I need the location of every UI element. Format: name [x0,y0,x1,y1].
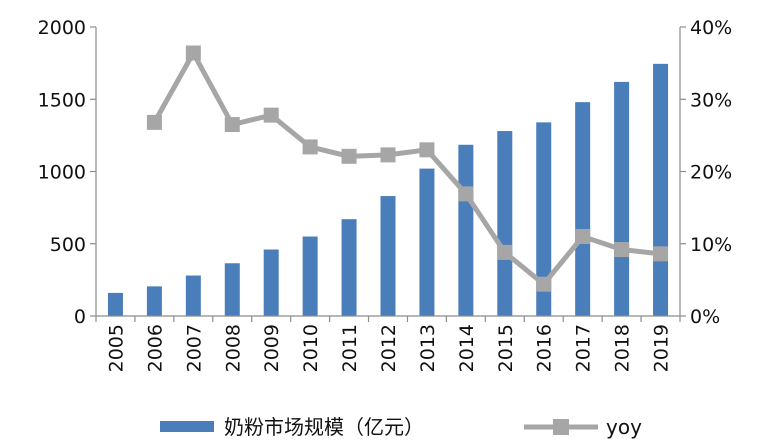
yoy-marker-2015 [497,244,513,260]
yoy-marker-2016 [536,276,552,292]
yoy-line-group [146,45,669,292]
yoy-marker-2017 [575,229,591,245]
y-right-tick-label: 20% [690,162,732,184]
bar-2007 [185,275,201,316]
bars-group [107,63,669,317]
x-tick-label-2006: 2006 [144,324,166,372]
yoy-marker-2009 [263,107,279,123]
legend-marker-yoy [553,419,569,435]
legend-swatch-market-size [160,421,214,432]
bar-2015 [497,131,513,316]
bar-2017 [575,102,591,316]
y-left-tick-label: 1500 [38,89,86,111]
yoy-marker-2013 [419,142,435,158]
x-tick-label-2015: 2015 [495,324,517,372]
bar-2008 [224,263,240,316]
x-tick-label-2010: 2010 [300,324,322,372]
bar-2011 [341,219,357,316]
y-left-tick-label: 500 [50,234,86,256]
yoy-marker-2014 [458,186,474,202]
bar-2005 [107,292,123,316]
x-tick-label-2017: 2017 [573,324,595,372]
bar-2009 [263,249,279,316]
x-tick-label-2011: 2011 [339,324,361,372]
y-right-tick-label: 40% [690,17,732,39]
y-left-tick-label: 1000 [38,162,86,184]
x-tick-label-2005: 2005 [105,324,127,372]
bar-2018 [614,81,630,316]
x-tick-label-2009: 2009 [261,324,283,372]
x-tick-label-2019: 2019 [651,324,673,372]
yoy-marker-2007 [185,45,201,61]
yoy-marker-2008 [224,117,240,133]
yoy-marker-2006 [146,114,162,130]
bar-2013 [419,168,435,316]
bar-2019 [653,63,669,316]
x-tick-label-2016: 2016 [534,324,556,372]
legend-label-market-size: 奶粉市场规模（亿元） [224,415,424,439]
x-tick-label-2014: 2014 [456,324,478,372]
y-right-tick-label: 0% [690,306,720,328]
yoy-marker-2018 [614,242,630,258]
yoy-marker-2011 [341,148,357,164]
bar-2006 [146,286,162,316]
y-right-tick-label: 10% [690,234,732,256]
bar-2010 [302,236,318,316]
x-tick-label-2013: 2013 [417,324,439,372]
x-tick-label-2008: 2008 [222,324,244,372]
legend: 奶粉市场规模（亿元） yoy [160,415,642,439]
yoy-marker-2010 [302,139,318,155]
x-tick-label-2007: 2007 [183,324,205,372]
yoy-marker-2019 [653,246,669,262]
bar-2014 [458,144,474,316]
bar-2016 [536,122,552,317]
legend-label-yoy: yoy [606,415,642,439]
axes-group: 0 500 1000 1500 2000 0% 10% 20% 30% 40% 2005 2006 20… [38,17,733,372]
x-tick-label-2012: 2012 [378,324,400,372]
y-right-tick-label: 30% [690,89,732,111]
y-left-tick-label: 2000 [38,17,86,39]
yoy-marker-2012 [380,147,396,163]
x-tick-label-2018: 2018 [612,324,634,372]
bar-2012 [380,196,396,316]
y-left-tick-label: 0 [74,306,86,328]
